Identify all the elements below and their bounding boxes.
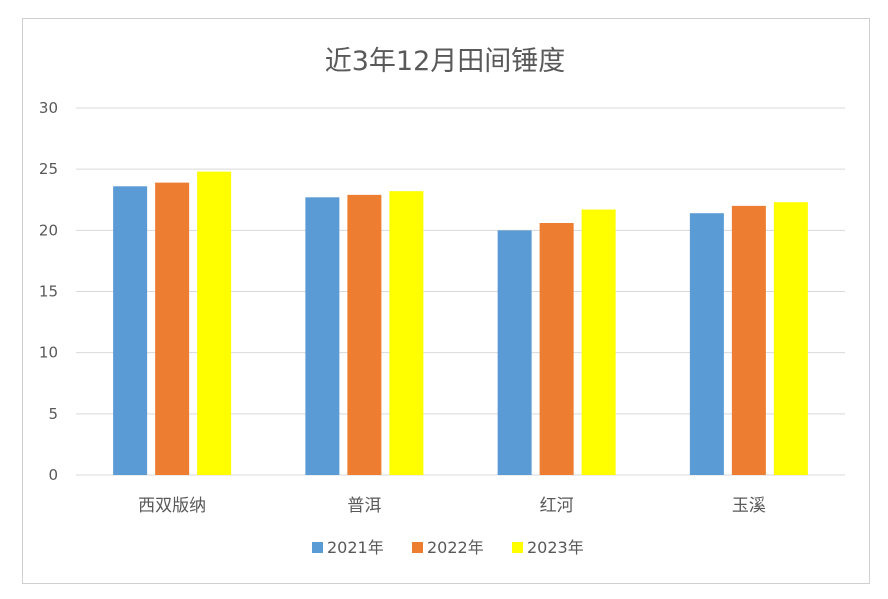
legend-swatch	[312, 542, 323, 553]
legend-swatch	[412, 542, 423, 553]
bar	[389, 191, 424, 476]
y-tick-label: 30	[39, 99, 58, 117]
bars	[113, 171, 808, 476]
legend-label: 2022年	[427, 538, 484, 557]
legend-label: 2021年	[327, 538, 384, 557]
legend-swatch	[512, 542, 523, 553]
legend-label: 2023年	[527, 538, 584, 557]
y-tick-label: 25	[39, 160, 58, 178]
bar	[155, 182, 190, 475]
y-tick-label: 0	[48, 466, 58, 484]
bar	[581, 209, 616, 475]
x-category-label: 红河	[540, 496, 574, 516]
grid-lines	[76, 107, 845, 476]
legend: 2021年 2022年 2023年	[312, 538, 584, 557]
bar	[305, 197, 340, 475]
y-tick-label: 20	[39, 221, 58, 239]
x-category-label: 玉溪	[732, 496, 766, 516]
chart-title: 近3年12月田间锤度	[325, 46, 566, 77]
bar	[773, 202, 808, 476]
bar	[197, 171, 232, 475]
y-axis-ticks: 0 5 10 15 20 25 30	[39, 99, 58, 484]
bar	[539, 222, 574, 475]
x-axis-categories: 西双版纳 普洱 红河 玉溪	[138, 496, 766, 516]
bar	[347, 194, 382, 475]
bar	[113, 186, 148, 475]
bar	[689, 213, 724, 475]
x-category-label: 西双版纳	[138, 496, 206, 516]
bar	[731, 205, 766, 475]
x-category-label: 普洱	[347, 496, 381, 516]
bar	[497, 230, 532, 475]
y-tick-label: 15	[39, 283, 58, 301]
y-tick-label: 5	[48, 405, 58, 423]
y-tick-label: 10	[39, 344, 58, 362]
